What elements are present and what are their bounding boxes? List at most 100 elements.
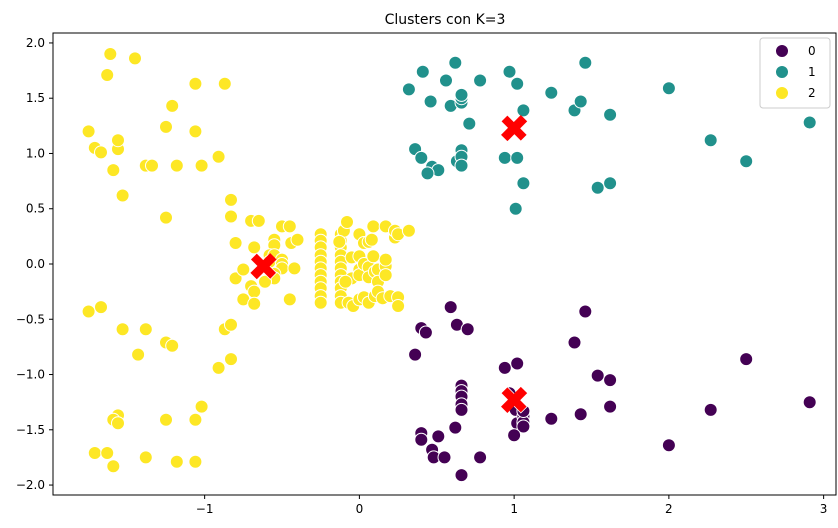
- data-point-cluster-2: [247, 240, 262, 255]
- data-point-cluster-0: [443, 300, 458, 315]
- data-point-cluster-2: [251, 213, 266, 228]
- y-tick-label: 2.0: [26, 36, 45, 50]
- points-layer: [81, 47, 817, 483]
- data-point-cluster-1: [401, 82, 416, 97]
- y-tick-label: 0.5: [26, 202, 45, 216]
- data-point-cluster-0: [454, 468, 469, 483]
- data-point-cluster-2: [100, 446, 115, 460]
- data-point-cluster-0: [497, 360, 512, 375]
- data-point-cluster-1: [516, 103, 531, 118]
- data-point-cluster-0: [603, 373, 618, 388]
- data-point-cluster-1: [739, 154, 754, 169]
- data-point-cluster-1: [508, 201, 523, 216]
- data-point-cluster-1: [415, 64, 430, 79]
- data-point-cluster-2: [211, 149, 226, 164]
- data-point-cluster-0: [418, 325, 433, 340]
- data-point-cluster-1: [439, 73, 453, 88]
- centroid-marker: [500, 386, 528, 414]
- data-point-cluster-0: [516, 419, 531, 434]
- data-point-cluster-2: [188, 124, 203, 139]
- data-point-cluster-1: [590, 180, 605, 195]
- data-point-cluster-0: [510, 356, 525, 371]
- data-point-cluster-0: [603, 399, 618, 414]
- data-point-cluster-1: [448, 55, 463, 70]
- data-point-cluster-1: [703, 133, 718, 148]
- y-tick-label: 0.0: [26, 257, 45, 271]
- legend-marker-1: [775, 65, 789, 79]
- data-point-cluster-2: [103, 47, 118, 61]
- data-point-cluster-2: [340, 215, 354, 229]
- data-point-cluster-2: [106, 163, 121, 178]
- data-point-cluster-2: [366, 249, 381, 264]
- data-point-cluster-0: [408, 347, 423, 362]
- data-point-cluster-2: [282, 219, 297, 234]
- data-point-cluster-1: [414, 150, 429, 165]
- data-point-cluster-0: [573, 407, 588, 422]
- data-point-cluster-2: [81, 124, 96, 139]
- data-point-cluster-2: [247, 284, 262, 299]
- data-point-cluster-0: [431, 429, 446, 444]
- data-point-cluster-2: [290, 232, 305, 247]
- y-tick-label: −1.0: [16, 368, 45, 382]
- data-point-cluster-2: [224, 209, 238, 224]
- data-point-cluster-1: [420, 166, 435, 181]
- x-tick-label: 3: [820, 502, 828, 516]
- data-point-cluster-2: [332, 234, 347, 249]
- y-tick-label: −1.5: [16, 423, 45, 437]
- data-point-cluster-1: [573, 94, 588, 109]
- data-point-cluster-2: [313, 295, 328, 310]
- legend-label-1: 1: [808, 65, 816, 79]
- data-point-cluster-2: [115, 188, 130, 203]
- data-point-cluster-1: [603, 176, 618, 191]
- data-point-cluster-2: [188, 76, 203, 91]
- data-point-cluster-0: [567, 335, 582, 350]
- data-point-cluster-0: [473, 450, 488, 465]
- data-point-cluster-2: [145, 158, 159, 173]
- y-tick-label: −0.5: [16, 312, 45, 326]
- x-tick-label: −1: [196, 502, 214, 516]
- centroid-marker: [500, 114, 528, 142]
- data-point-cluster-2: [194, 158, 209, 173]
- data-point-cluster-2: [165, 98, 180, 113]
- data-point-cluster-0: [739, 352, 754, 367]
- data-point-cluster-2: [258, 274, 272, 289]
- data-point-cluster-1: [510, 150, 525, 165]
- data-point-cluster-1: [423, 94, 438, 109]
- data-point-cluster-2: [165, 338, 180, 353]
- data-point-cluster-2: [236, 262, 251, 277]
- data-point-cluster-1: [544, 85, 559, 100]
- data-point-cluster-2: [106, 459, 121, 474]
- data-point-cluster-1: [454, 158, 469, 173]
- legend-marker-2: [775, 86, 789, 100]
- data-point-cluster-2: [81, 304, 96, 319]
- data-point-cluster-2: [94, 300, 108, 315]
- data-point-cluster-0: [802, 395, 817, 410]
- data-point-cluster-0: [448, 420, 463, 435]
- data-point-cluster-2: [159, 412, 173, 427]
- chart-title: Clusters con K=3: [385, 12, 506, 28]
- data-point-cluster-1: [497, 150, 512, 165]
- data-point-cluster-2: [188, 412, 203, 427]
- data-point-cluster-1: [510, 76, 525, 91]
- x-tick-label: 1: [510, 502, 518, 516]
- data-point-cluster-2: [282, 292, 297, 307]
- data-point-cluster-2: [287, 261, 302, 276]
- data-point-cluster-2: [224, 352, 238, 367]
- data-point-cluster-2: [401, 223, 416, 238]
- data-point-cluster-2: [169, 454, 184, 469]
- x-tick-label: 0: [356, 502, 364, 516]
- data-point-cluster-0: [507, 428, 522, 443]
- data-point-cluster-2: [364, 232, 379, 247]
- data-point-cluster-2: [217, 76, 232, 91]
- centroids-layer: [249, 114, 528, 414]
- data-point-cluster-2: [138, 322, 153, 337]
- data-point-cluster-2: [366, 219, 381, 234]
- data-point-cluster-1: [578, 55, 593, 70]
- data-point-cluster-0: [661, 438, 676, 453]
- centroid-marker: [249, 252, 278, 280]
- data-point-cluster-2: [228, 236, 243, 250]
- data-point-cluster-0: [578, 304, 593, 319]
- x-axis: −1 0 1 2 3: [196, 495, 828, 516]
- legend: 0 1 2: [759, 37, 831, 109]
